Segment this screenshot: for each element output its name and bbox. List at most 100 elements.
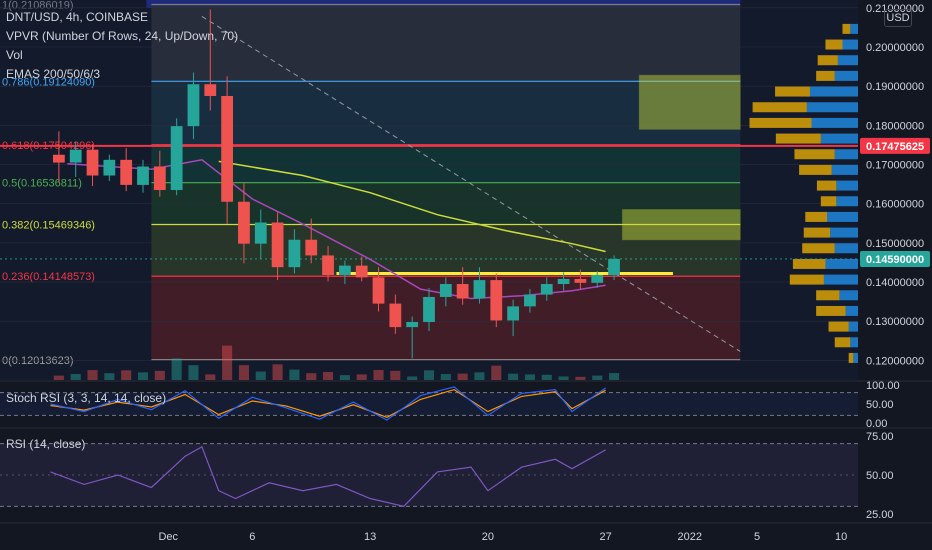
rsi-tick-label: 75.00	[866, 431, 894, 443]
rsi-label[interactable]: RSI (14, close)	[6, 437, 86, 451]
stoch-rsi-label[interactable]: Stoch RSI (3, 3, 14, 14, close)	[6, 391, 167, 405]
price-tick-label: 0.15000000	[866, 238, 924, 250]
candle-body	[524, 294, 536, 307]
volume-bar	[474, 372, 485, 380]
rsi-band	[0, 443, 858, 507]
volume-bar	[323, 372, 334, 380]
ema50-line	[67, 159, 606, 300]
price-axis-bg	[858, 0, 932, 550]
volume-bar	[222, 345, 233, 380]
vpvr-up-bar	[806, 102, 858, 113]
vpvr-up-bar	[845, 305, 858, 316]
vpvr-up-bar	[848, 321, 858, 332]
candle-body	[120, 159, 133, 185]
candle-body	[153, 166, 166, 190]
price-tick-label: 0.17000000	[866, 160, 924, 172]
volume-bar	[541, 374, 552, 380]
candle-body	[406, 322, 419, 328]
price-tick-label: 0.13000000	[866, 316, 924, 328]
volume-bar	[609, 373, 620, 380]
candle-body	[557, 278, 570, 285]
vpvr-down-bar	[848, 352, 854, 363]
time-tick-label: 5	[754, 531, 760, 543]
vpvr-down-bar	[820, 196, 837, 207]
volume-bar	[53, 375, 64, 380]
volume-bar	[70, 374, 81, 380]
vpvr-up-bar	[850, 23, 858, 34]
volume-bar	[592, 375, 603, 380]
candle-body	[103, 159, 116, 176]
fib-label: 0.382(0.15469346)	[2, 219, 95, 231]
volume-bar	[205, 374, 216, 380]
volume-bar	[306, 373, 317, 380]
volume-bar	[457, 373, 468, 380]
rsi-tick-label: 50.00	[866, 470, 894, 482]
vpvr-up-bar	[831, 164, 858, 175]
fib-band	[151, 144, 741, 183]
vpvr-down-bar	[803, 227, 831, 238]
volume-bar	[407, 376, 418, 380]
volume-bar	[423, 370, 435, 380]
fib-band	[151, 81, 741, 145]
price-tick-label: 0.18000000	[866, 120, 924, 132]
candle-body	[170, 126, 183, 190]
candle-body	[372, 277, 385, 304]
time-tick-label: 20	[482, 531, 494, 543]
volume-bar	[508, 373, 519, 380]
vpvr-down-bar	[816, 305, 846, 316]
price-label-box	[860, 137, 930, 154]
stoch-tick-label: 50.00	[866, 399, 894, 411]
candle-body	[52, 154, 65, 163]
vpvr-up-bar	[811, 117, 858, 128]
vpvr-up-bar	[825, 258, 858, 269]
vpvr-down-bar	[775, 86, 810, 97]
vpvr-up-bar	[834, 243, 858, 254]
vpvr-indicator-label[interactable]: VPVR (Number Of Rows, 24, Up/Down, 70)	[6, 29, 239, 43]
vpvr-down-bar	[799, 164, 832, 175]
vpvr-up-bar	[850, 337, 858, 348]
volume-bar	[87, 370, 98, 380]
volume-bar	[137, 372, 149, 380]
candle-body	[254, 222, 267, 244]
candle-body	[574, 278, 587, 283]
rsi-tick-label: 25.00	[866, 509, 894, 521]
vpvr-down-bar	[816, 180, 837, 191]
candle-body	[69, 149, 82, 163]
vpvr-down-bar	[792, 258, 826, 269]
vpvr-up-bar	[830, 227, 858, 238]
price-label: 0.14590000	[866, 254, 924, 266]
zone-rect	[638, 74, 741, 130]
vpvr-down-bar	[775, 133, 821, 144]
vpvr-up-bar	[809, 86, 858, 97]
stoch-band	[0, 392, 858, 416]
vpvr-up-bar	[839, 290, 858, 301]
volume-bar	[339, 375, 350, 380]
candle-body	[288, 239, 301, 268]
candle-body	[338, 265, 351, 276]
price-tick-label: 0.20000000	[866, 42, 924, 54]
ema-indicator-label[interactable]: EMAS 200/50/6/3	[6, 67, 101, 81]
vpvr-up-bar	[836, 196, 858, 207]
price-tick-label: 0.12000000	[866, 355, 924, 367]
stoch-k-line	[50, 386, 606, 421]
candle-body	[86, 149, 99, 176]
ema200-line	[218, 160, 606, 253]
currency-button[interactable]: USD	[884, 9, 912, 27]
price-tick-label: 0.16000000	[866, 199, 924, 211]
volume-bar	[121, 370, 132, 380]
volume-bar	[188, 365, 199, 380]
fib-band	[151, 4, 741, 82]
vol-indicator-label[interactable]: Vol	[6, 48, 23, 62]
vpvr-down-bar	[842, 23, 851, 34]
symbol-title[interactable]: DNT/USD, 4h, COINBASE	[6, 10, 149, 24]
time-tick-label: 10	[835, 531, 847, 543]
candle-body	[187, 84, 200, 127]
candle-body	[423, 296, 435, 323]
volume-bar	[558, 376, 569, 380]
vpvr-down-bar	[817, 55, 838, 66]
vpvr-up-bar	[827, 211, 858, 222]
candle-body	[238, 201, 250, 244]
candle-body	[389, 303, 402, 328]
candle-body	[473, 280, 486, 299]
